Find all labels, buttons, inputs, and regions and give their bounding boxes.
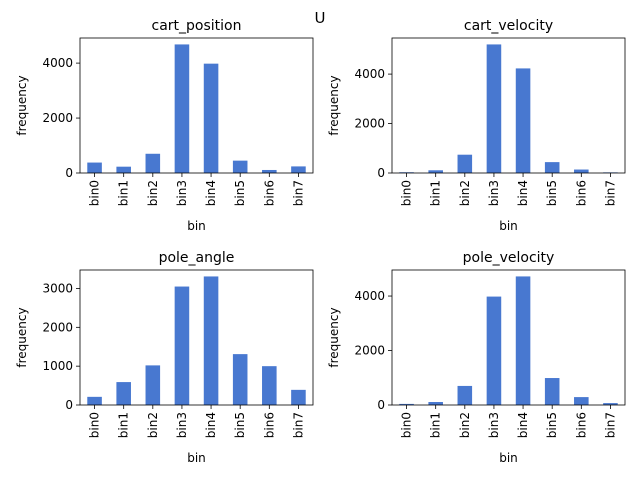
bar-bin0 [87, 396, 102, 405]
x-tick-label: bin2 [146, 412, 160, 438]
x-tick-label: bin4 [204, 180, 218, 206]
x-tick-label: bin6 [574, 412, 588, 438]
subplot-title: cart_velocity [464, 18, 553, 34]
x-tick-label: bin3 [487, 412, 501, 438]
plot-frame [391, 269, 626, 406]
plot-frame [79, 37, 314, 174]
bar-bin3 [174, 286, 190, 405]
x-tick-label: bin4 [516, 412, 530, 438]
x-axis-label: bin [499, 451, 518, 465]
bar-bin4 [515, 276, 531, 405]
y-axis-label: frequency [327, 307, 341, 367]
bar-bin2 [145, 365, 161, 405]
bar-bin1 [116, 382, 131, 405]
y-tick-label: 0 [65, 398, 73, 412]
y-tick-label: 2000 [42, 111, 73, 125]
x-tick-label: bin0 [400, 412, 414, 438]
y-tick-label: 0 [377, 398, 385, 412]
bar-bin7 [291, 166, 306, 173]
bar-bin4 [203, 63, 219, 173]
y-tick-label: 4000 [42, 56, 73, 70]
y-tick-label: 2000 [42, 320, 73, 334]
y-axis-label: frequency [15, 75, 29, 135]
bar-bin2 [145, 153, 161, 173]
x-tick-label: bin4 [516, 180, 530, 206]
x-tick-label: bin7 [291, 412, 305, 438]
x-tick-label: bin1 [429, 180, 443, 206]
bar-bin6 [574, 169, 589, 173]
bar-bin6 [262, 366, 277, 405]
bar-bin4 [515, 68, 531, 173]
subplot-title: pole_angle [159, 250, 235, 266]
bar-bin5 [544, 162, 560, 173]
bar-bin7 [291, 389, 306, 405]
bar-bin6 [262, 169, 277, 173]
x-axis-label: bin [499, 219, 518, 233]
subplot-cart-velocity: 0 2000 4000 bin0 bin1 bin2 bin3 bin4 bin5 bin6 bin… [327, 18, 626, 233]
y-tick-label: 0 [65, 166, 73, 180]
x-tick-label: bin3 [175, 412, 189, 438]
bar-bin2 [457, 154, 473, 173]
bar-bin5 [232, 160, 248, 173]
x-tick-label: bin1 [117, 412, 131, 438]
x-tick-label: bin5 [233, 412, 247, 438]
bar-bin1 [428, 170, 443, 173]
y-tick-label: 4000 [354, 67, 385, 81]
bar-bin3 [486, 296, 502, 405]
bar-bin3 [174, 44, 190, 173]
y-axis-label: frequency [15, 307, 29, 367]
x-tick-label: bin0 [400, 180, 414, 206]
plot-frame [79, 269, 314, 406]
y-tick-label: 1000 [42, 359, 73, 373]
bar-bin2 [457, 385, 473, 405]
y-tick-label: 4000 [354, 289, 385, 303]
bar-bin7 [603, 403, 618, 405]
bar-bin5 [544, 378, 560, 405]
x-tick-label: bin0 [88, 180, 102, 206]
subplot-pole-velocity: 0 2000 4000 bin0 bin1 bin2 bin3 bin4 bin5 bin6 bin… [327, 250, 626, 465]
subplot-cart-position: 0 2000 4000 bin0 bin1 bin2 bin3 bin4 bin5 bin6 bin… [15, 18, 314, 233]
bar-bin3 [486, 44, 502, 173]
x-tick-label: bin1 [117, 180, 131, 206]
y-tick-label: 3000 [42, 281, 73, 295]
x-tick-label: bin3 [175, 180, 189, 206]
bar-bin4 [203, 276, 219, 405]
subplot-pole-angle: 0 1000 2000 3000 bin0 bin1 bin2 bin3 bin4 bin5 bin… [15, 250, 314, 465]
bar-bin1 [116, 166, 131, 173]
bar-bin5 [232, 354, 248, 405]
bar-bin1 [428, 402, 443, 405]
figure-title: U [315, 9, 326, 27]
x-tick-label: bin7 [603, 412, 617, 438]
x-tick-label: bin1 [429, 412, 443, 438]
subplot-title: cart_position [152, 18, 242, 34]
x-tick-label: bin6 [262, 180, 276, 206]
bar-bin0 [399, 403, 414, 405]
y-tick-label: 0 [377, 166, 385, 180]
x-axis-label: bin [187, 219, 206, 233]
plot-frame [391, 37, 626, 174]
x-tick-label: bin7 [603, 180, 617, 206]
y-axis-label: frequency [327, 75, 341, 135]
x-tick-label: bin5 [233, 180, 247, 206]
x-tick-label: bin5 [545, 180, 559, 206]
x-tick-label: bin4 [204, 412, 218, 438]
x-tick-label: bin0 [88, 412, 102, 438]
bar-bin0 [87, 162, 102, 173]
y-tick-label: 2000 [354, 117, 385, 131]
x-tick-label: bin3 [487, 180, 501, 206]
y-tick-label: 2000 [354, 344, 385, 358]
x-tick-label: bin6 [262, 412, 276, 438]
x-tick-label: bin7 [291, 180, 305, 206]
x-tick-label: bin5 [545, 412, 559, 438]
x-tick-label: bin6 [574, 180, 588, 206]
x-tick-label: bin2 [146, 180, 160, 206]
x-axis-label: bin [187, 451, 206, 465]
x-tick-label: bin2 [458, 180, 472, 206]
x-tick-label: bin2 [458, 412, 472, 438]
subplot-title: pole_velocity [463, 250, 555, 266]
bar-bin6 [574, 397, 589, 405]
